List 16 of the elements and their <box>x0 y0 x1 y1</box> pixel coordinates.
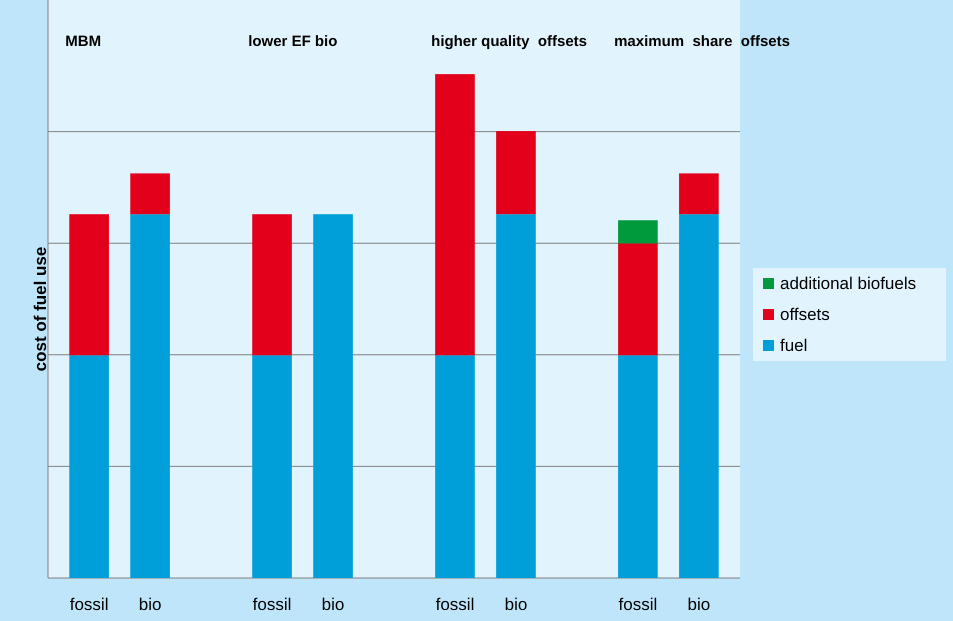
x-tick-label: fossil <box>252 595 292 614</box>
legend-label: additional biofuels <box>780 274 916 293</box>
y-axis-title: cost of fuel use <box>31 246 50 372</box>
x-tick-label: fossil <box>70 595 108 614</box>
x-tick-label: bio <box>688 595 710 614</box>
x-tick-label: fossil <box>436 595 474 614</box>
text: maximum share offsets <box>614 33 790 50</box>
x-tick-label: bio <box>138 595 162 614</box>
legend-label: offsets <box>780 305 830 324</box>
legend-label: fuel <box>780 336 808 355</box>
x-tick-label: bio <box>504 595 528 614</box>
text: lower EF bio <box>248 33 338 50</box>
text: higher quality offsets <box>431 33 588 50</box>
x-tick-label: fossil <box>618 595 658 614</box>
text: MBM <box>65 33 102 50</box>
x-tick-label: bio <box>322 595 344 614</box>
